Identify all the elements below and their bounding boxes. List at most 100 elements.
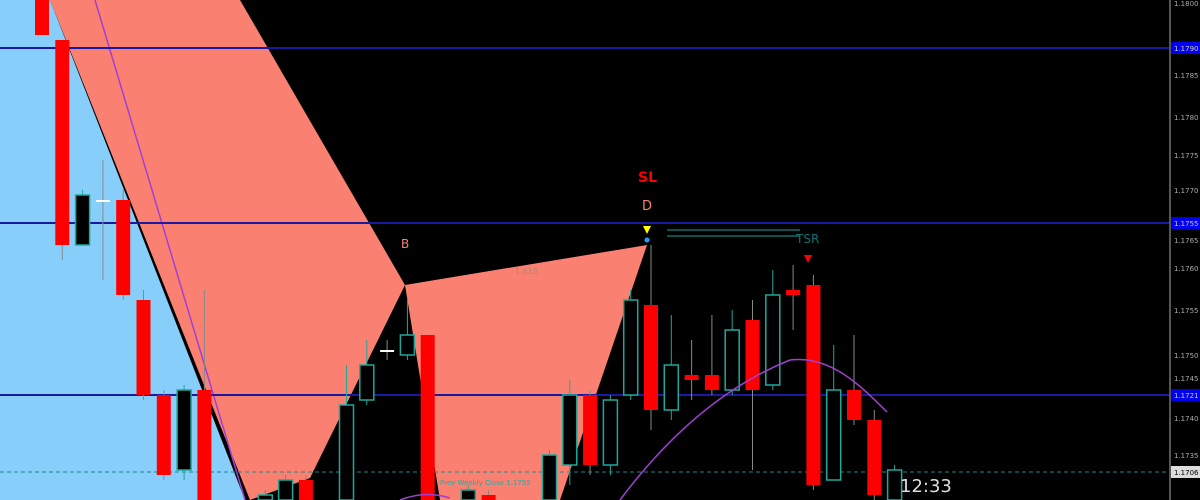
candle <box>663 315 680 420</box>
candle <box>257 490 274 500</box>
candle <box>74 190 91 246</box>
candle-body <box>867 420 882 495</box>
candle <box>562 380 578 485</box>
candle-body <box>481 495 496 500</box>
label-ratio: 1.618 <box>515 267 538 276</box>
candle-body <box>399 334 416 356</box>
price-tick-label: 1.1750 <box>1174 352 1199 360</box>
label-sl: SL <box>638 170 657 186</box>
candle <box>765 270 781 390</box>
candle-timer: 12:33 <box>900 476 952 497</box>
price-tick-label: 1.1770 <box>1174 187 1199 195</box>
candle-body <box>541 454 558 500</box>
candle-body <box>359 364 375 401</box>
candle-body <box>298 480 313 500</box>
level-price-label: 1.1721 <box>1174 392 1199 400</box>
candle-body <box>602 399 619 466</box>
candle <box>338 365 355 500</box>
harmonic-pattern-xab <box>50 0 405 500</box>
price-tick-label: 1.1735 <box>1174 452 1199 460</box>
label-d: D <box>642 199 652 214</box>
candle-body <box>74 194 91 246</box>
candle <box>886 465 903 500</box>
label-tsr: TSR <box>795 232 819 246</box>
candle <box>156 390 171 480</box>
ma-line-bottom <box>399 493 451 500</box>
level-price-tag <box>1171 389 1200 401</box>
price-tick-label: 1.1800 <box>1174 0 1199 8</box>
candle <box>622 290 639 400</box>
current-price-tag <box>1171 466 1200 478</box>
candle-body <box>765 294 781 386</box>
candle-body <box>684 375 699 380</box>
level-price-tag <box>1171 217 1200 229</box>
level-price-label: 1.1790 <box>1174 45 1199 53</box>
arrow-down-yellow-icon <box>643 226 651 234</box>
label-b: B <box>401 237 409 251</box>
candle <box>55 40 70 260</box>
price-tick-label: 1.1785 <box>1174 72 1199 80</box>
candle <box>481 490 496 500</box>
candle-body <box>35 0 49 35</box>
price-tick-label: 1.1755 <box>1174 307 1199 315</box>
candle <box>116 190 131 300</box>
candle <box>786 265 801 330</box>
price-tick-label: 1.1745 <box>1174 375 1199 383</box>
candle <box>806 275 821 490</box>
candle-body <box>197 390 212 500</box>
candle-body <box>825 389 842 481</box>
candle-body <box>156 395 171 475</box>
candle <box>583 390 598 475</box>
candle-body <box>277 479 294 500</box>
candle <box>460 485 477 500</box>
price-tick-label: 1.1740 <box>1174 415 1199 423</box>
candle-body <box>847 390 861 420</box>
candle <box>420 335 435 500</box>
candle <box>380 340 395 360</box>
candle <box>136 290 151 400</box>
price-tick-label: 1.1780 <box>1174 114 1199 122</box>
arrow-down-red-icon <box>804 255 812 263</box>
candle-body <box>380 350 395 352</box>
level-price-label: 1.1755 <box>1174 220 1199 228</box>
candle-body <box>136 300 151 395</box>
candle <box>277 475 294 500</box>
candle <box>867 410 882 500</box>
candle-body <box>55 40 70 245</box>
candle <box>825 345 842 481</box>
current-price-label: 1.1706 <box>1174 469 1199 477</box>
candle-body <box>663 364 680 411</box>
candle <box>704 315 719 395</box>
candle <box>35 0 49 35</box>
candle-body <box>583 395 598 465</box>
label-prev-weekly-close: Prev Weekly Close 1.1755 <box>440 479 531 487</box>
candle-body <box>786 290 801 295</box>
candle-body <box>745 320 760 390</box>
candle-body <box>644 305 658 410</box>
candle-body <box>806 285 821 485</box>
candle-body <box>562 394 578 466</box>
candle <box>847 335 861 425</box>
candle-body <box>724 329 740 391</box>
candle <box>399 300 416 360</box>
candle-body <box>420 335 435 500</box>
candle-body <box>257 494 274 500</box>
candle <box>724 310 740 395</box>
candle <box>197 290 212 500</box>
price-tick-label: 1.1760 <box>1174 265 1199 273</box>
price-tick-label: 1.1775 <box>1174 152 1199 160</box>
harmonic-pattern-bcd <box>405 245 647 500</box>
candle-body <box>95 200 110 202</box>
ma-line-right <box>619 358 888 500</box>
candle-body <box>460 489 477 500</box>
candle-body <box>338 404 355 500</box>
candle <box>541 450 558 500</box>
price-tick-label: 1.1765 <box>1174 237 1199 245</box>
candle <box>95 160 110 280</box>
candle-body <box>622 299 639 396</box>
candle-body <box>704 375 719 390</box>
candle <box>745 300 760 470</box>
candle <box>684 340 699 400</box>
